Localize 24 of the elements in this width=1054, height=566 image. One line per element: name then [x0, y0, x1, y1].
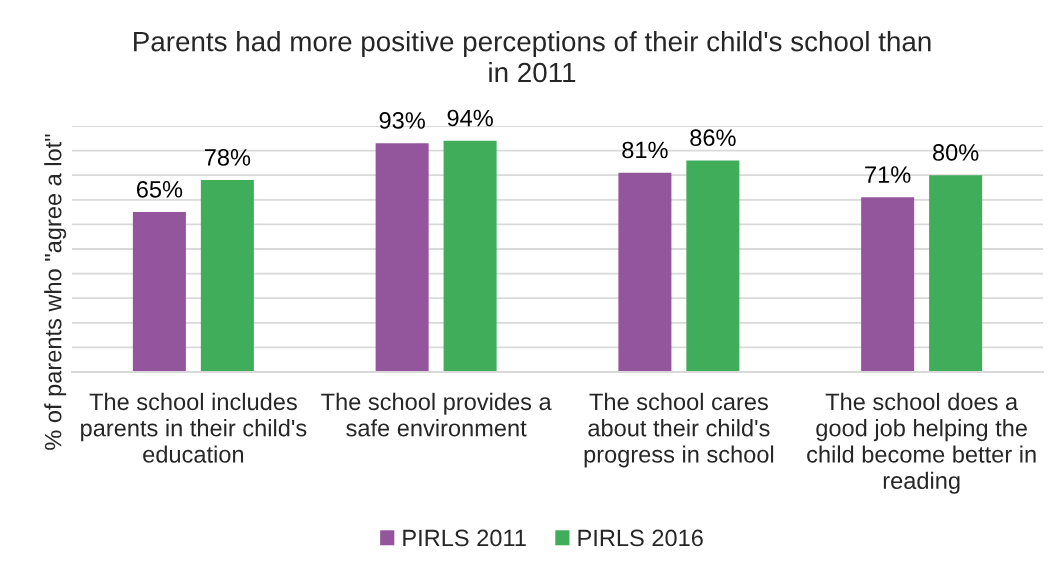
- legend-label: PIRLS 2011: [403, 529, 526, 547]
- data-label: 81%: [622, 141, 668, 159]
- x-tick-label: The school provides a safe environment: [321, 392, 552, 437]
- legend-label: PIRLS 2016: [578, 529, 703, 547]
- bar: [375, 143, 429, 372]
- data-label: 80%: [933, 144, 979, 161]
- x-tick-label: The school does a good job helping the child become better in reading: [807, 392, 1036, 494]
- data-label: 93%: [379, 112, 425, 129]
- bar: [618, 172, 672, 372]
- x-tick-label: The school cares about their child's progress in school: [584, 392, 774, 468]
- bar: [929, 175, 983, 372]
- data-label: 65%: [136, 180, 183, 198]
- data-label: 78%: [204, 149, 251, 166]
- bar: [861, 197, 915, 372]
- chart-title: Parents had more positive perceptions of their child's school than in 2011: [134, 31, 931, 83]
- x-tick-label: The school includes parents in their child's education: [81, 392, 307, 463]
- data-label: 94%: [447, 109, 493, 127]
- bar: [443, 140, 497, 372]
- y-axis-title: % of parents who "agree a lot": [44, 134, 67, 450]
- bar: [686, 160, 740, 372]
- data-label: 71%: [865, 166, 911, 183]
- bar: [200, 180, 254, 372]
- data-label: 86%: [690, 129, 736, 147]
- bar: [132, 212, 186, 372]
